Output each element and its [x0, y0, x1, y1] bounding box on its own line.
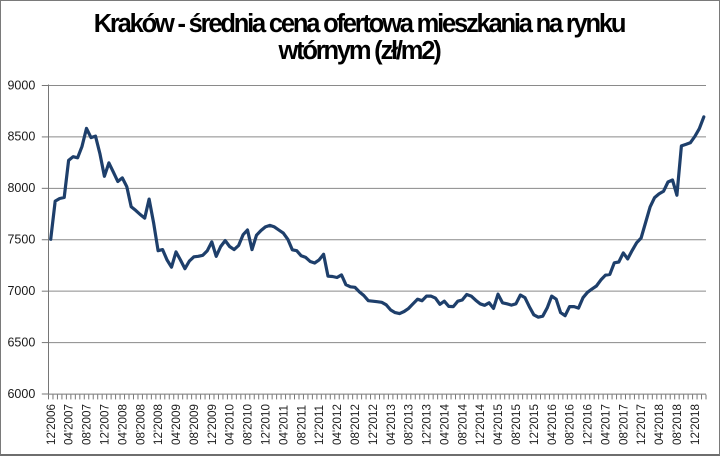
svg-text:08'2014: 08'2014	[456, 404, 469, 445]
svg-text:12'2006: 12'2006	[45, 404, 58, 445]
svg-text:08'2013: 08'2013	[403, 404, 416, 445]
svg-text:12'2013: 12'2013	[421, 404, 434, 445]
svg-text:08'2015: 08'2015	[510, 404, 523, 445]
svg-text:04'2009: 04'2009	[170, 404, 183, 445]
svg-text:04'2010: 04'2010	[224, 404, 237, 445]
svg-text:04'2007: 04'2007	[63, 404, 76, 445]
svg-text:12'2011: 12'2011	[313, 405, 326, 445]
svg-text:04'2011: 04'2011	[277, 405, 290, 445]
svg-text:12'2009: 12'2009	[206, 404, 219, 445]
svg-text:7000: 7000	[7, 284, 35, 298]
svg-text:04'2017: 04'2017	[600, 404, 613, 445]
svg-text:04'2015: 04'2015	[492, 404, 505, 445]
svg-text:08'2017: 08'2017	[617, 404, 630, 445]
svg-text:08'2007: 08'2007	[81, 404, 94, 445]
svg-text:12'2018: 12'2018	[689, 404, 702, 445]
svg-text:04'2012: 04'2012	[331, 404, 344, 445]
svg-text:04'2014: 04'2014	[438, 404, 451, 445]
svg-text:08'2012: 08'2012	[349, 404, 362, 445]
svg-text:6500: 6500	[7, 335, 35, 349]
svg-text:12'2016: 12'2016	[582, 404, 595, 445]
svg-text:08'2018: 08'2018	[671, 404, 684, 445]
svg-text:12'2015: 12'2015	[528, 404, 541, 445]
svg-text:04'2008: 04'2008	[116, 404, 129, 445]
svg-text:08'2011: 08'2011	[295, 405, 308, 445]
svg-text:8000: 8000	[7, 181, 35, 195]
svg-text:08'2008: 08'2008	[134, 404, 147, 445]
svg-text:8500: 8500	[7, 130, 35, 144]
svg-text:6000: 6000	[7, 387, 35, 401]
svg-text:12'2008: 12'2008	[152, 404, 165, 445]
svg-text:08'2010: 08'2010	[242, 404, 255, 445]
svg-text:9000: 9000	[7, 78, 35, 92]
svg-text:12'2010: 12'2010	[260, 404, 273, 445]
svg-text:08'2016: 08'2016	[564, 404, 577, 445]
svg-text:04'2018: 04'2018	[653, 404, 666, 445]
svg-text:04'2013: 04'2013	[385, 404, 398, 445]
svg-text:7500: 7500	[7, 232, 35, 246]
svg-text:12'2017: 12'2017	[635, 404, 648, 445]
svg-text:12'2007: 12'2007	[99, 404, 112, 445]
svg-text:08'2009: 08'2009	[188, 404, 201, 445]
svg-text:12'2014: 12'2014	[474, 404, 487, 445]
svg-text:12'2012: 12'2012	[367, 404, 380, 445]
svg-text:04'2016: 04'2016	[546, 404, 559, 445]
